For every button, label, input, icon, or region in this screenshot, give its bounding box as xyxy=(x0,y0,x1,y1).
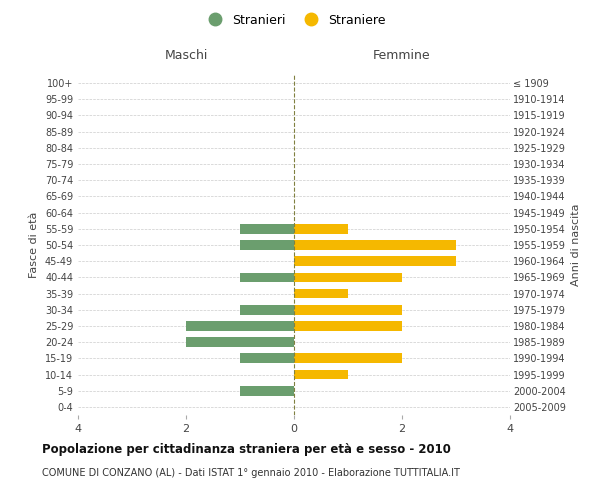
Bar xyxy=(294,256,456,266)
Bar xyxy=(294,240,456,250)
Bar xyxy=(294,224,348,234)
Bar xyxy=(240,386,294,396)
Bar xyxy=(294,354,402,363)
Bar xyxy=(294,272,402,282)
Text: COMUNE DI CONZANO (AL) - Dati ISTAT 1° gennaio 2010 - Elaborazione TUTTITALIA.IT: COMUNE DI CONZANO (AL) - Dati ISTAT 1° g… xyxy=(42,468,460,477)
Text: Maschi: Maschi xyxy=(164,50,208,62)
Legend: Stranieri, Straniere: Stranieri, Straniere xyxy=(197,8,391,32)
Y-axis label: Anni di nascita: Anni di nascita xyxy=(571,204,581,286)
Bar xyxy=(294,305,402,314)
Bar xyxy=(240,354,294,363)
Bar xyxy=(240,272,294,282)
Bar xyxy=(240,240,294,250)
Text: Popolazione per cittadinanza straniera per età e sesso - 2010: Popolazione per cittadinanza straniera p… xyxy=(42,442,451,456)
Bar xyxy=(186,321,294,331)
Bar xyxy=(240,305,294,314)
Bar xyxy=(294,288,348,298)
Y-axis label: Fasce di età: Fasce di età xyxy=(29,212,39,278)
Bar xyxy=(294,321,402,331)
Bar xyxy=(294,370,348,380)
Bar xyxy=(240,224,294,234)
Text: Femmine: Femmine xyxy=(373,50,431,62)
Bar xyxy=(186,338,294,347)
